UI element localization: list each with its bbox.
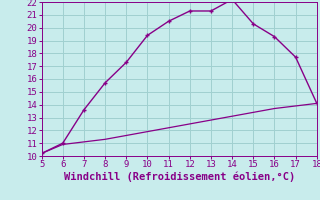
X-axis label: Windchill (Refroidissement éolien,°C): Windchill (Refroidissement éolien,°C): [64, 172, 295, 182]
